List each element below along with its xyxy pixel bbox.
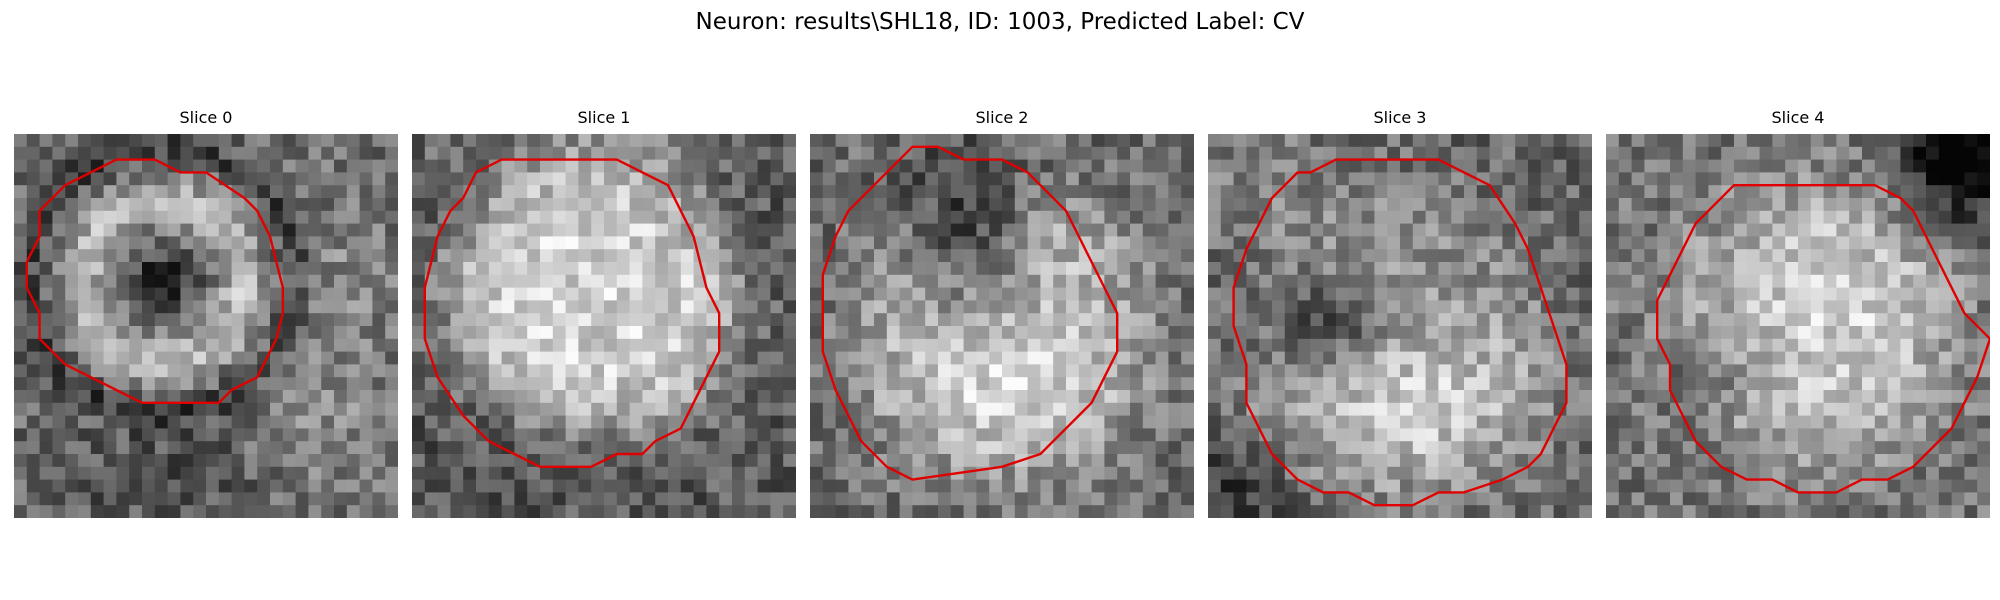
roi-contour <box>423 158 721 468</box>
slice-image <box>810 134 1194 518</box>
slice-pixel-grid <box>14 134 398 518</box>
roi-contour <box>1656 184 1990 494</box>
figure-title: Neuron: results\SHL18, ID: 1003, Predict… <box>695 9 1305 35</box>
slice-panel-0: Slice 0 <box>14 104 398 518</box>
slice-pixel-grid <box>1208 134 1592 518</box>
slice-panel-4: Slice 4 <box>1606 104 1990 518</box>
slice-title: Slice 2 <box>975 108 1029 127</box>
slice-title: Slice 4 <box>1771 108 1825 127</box>
slice-image <box>412 134 796 518</box>
slice-image <box>14 134 398 518</box>
roi-contour <box>25 158 284 404</box>
slice-title: Slice 3 <box>1373 108 1427 127</box>
slice-image <box>1606 134 1990 518</box>
slice-panel-2: Slice 2 <box>810 104 1194 518</box>
slice-pixel-grid <box>412 134 796 518</box>
slice-title: Slice 0 <box>179 108 233 127</box>
slice-image <box>1208 134 1592 518</box>
slice-panel-1: Slice 1 <box>412 104 796 518</box>
slice-pixel-grid <box>810 134 1194 518</box>
slice-panel-3: Slice 3 <box>1208 104 1592 518</box>
roi-contour <box>1232 158 1568 507</box>
slice-pixel-grid <box>1606 134 1990 518</box>
roi-contour <box>821 145 1119 481</box>
slice-title: Slice 1 <box>577 108 631 127</box>
